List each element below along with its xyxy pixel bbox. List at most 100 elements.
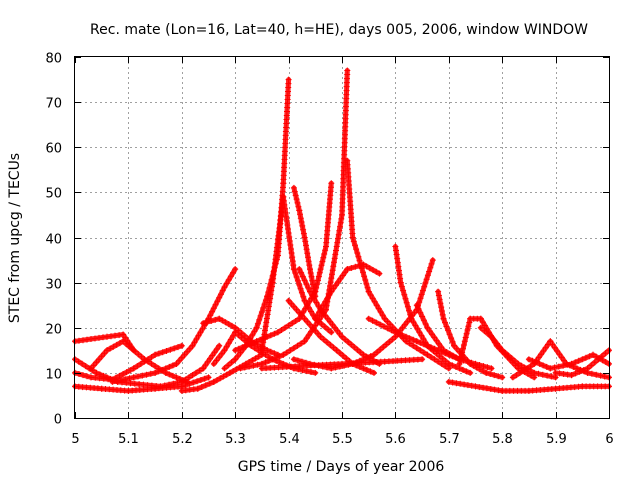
x-tick-label: 5.7 bbox=[439, 432, 460, 447]
data-point bbox=[120, 331, 127, 338]
data-point bbox=[464, 357, 471, 364]
data-point bbox=[296, 315, 303, 322]
data-point bbox=[314, 312, 321, 319]
data-point bbox=[239, 362, 246, 369]
data-point bbox=[561, 357, 567, 364]
data-point bbox=[290, 345, 297, 352]
data-point bbox=[305, 254, 311, 261]
data-point bbox=[379, 312, 386, 319]
data-point bbox=[495, 387, 502, 394]
data-point bbox=[177, 375, 183, 382]
data-point bbox=[263, 319, 270, 326]
data-point bbox=[459, 349, 466, 356]
data-point bbox=[212, 316, 219, 323]
data-point bbox=[406, 307, 412, 314]
data-point bbox=[264, 347, 271, 354]
data-point bbox=[284, 222, 291, 228]
data-point bbox=[109, 378, 116, 385]
data-point bbox=[572, 370, 579, 377]
data-point bbox=[90, 362, 97, 369]
data-layer bbox=[72, 67, 612, 394]
data-point bbox=[298, 312, 305, 319]
data-point bbox=[356, 262, 363, 269]
data-point bbox=[227, 336, 234, 343]
data-point bbox=[302, 238, 309, 245]
data-point bbox=[249, 357, 256, 364]
data-point bbox=[104, 347, 110, 354]
data-point bbox=[315, 273, 322, 280]
data-point bbox=[422, 321, 429, 327]
data-point bbox=[322, 247, 329, 254]
data-point bbox=[540, 362, 547, 369]
x-tick-label: 5.6 bbox=[385, 432, 406, 447]
data-point bbox=[491, 337, 498, 344]
data-point bbox=[352, 242, 358, 249]
data-point bbox=[377, 321, 384, 328]
data-point bbox=[457, 380, 464, 387]
data-point bbox=[564, 361, 571, 368]
data-point bbox=[218, 350, 225, 357]
data-point bbox=[262, 323, 269, 330]
data-point bbox=[329, 267, 336, 274]
data-point bbox=[480, 368, 486, 375]
data-point bbox=[300, 226, 307, 233]
data-point bbox=[334, 239, 341, 246]
data-point bbox=[210, 360, 217, 367]
data-point bbox=[260, 305, 267, 311]
data-point bbox=[257, 312, 264, 319]
data-point bbox=[213, 357, 220, 364]
series-arc-23 bbox=[445, 378, 612, 394]
data-point bbox=[88, 365, 94, 372]
data-point bbox=[132, 348, 139, 355]
data-point bbox=[298, 219, 305, 225]
data-point bbox=[307, 266, 313, 273]
data-point bbox=[540, 348, 547, 354]
data-point bbox=[463, 368, 470, 375]
data-point bbox=[269, 283, 275, 290]
data-point bbox=[214, 298, 221, 305]
y-tick-label: 40 bbox=[45, 233, 62, 248]
data-point bbox=[265, 303, 272, 310]
data-point bbox=[410, 336, 417, 343]
data-point bbox=[309, 292, 316, 299]
data-point bbox=[300, 230, 307, 237]
data-point bbox=[206, 380, 213, 387]
data-point bbox=[246, 359, 253, 365]
data-point bbox=[195, 332, 202, 339]
data-point bbox=[126, 375, 133, 382]
data-point bbox=[533, 359, 539, 366]
data-point bbox=[536, 360, 543, 367]
data-point bbox=[273, 354, 280, 361]
data-point bbox=[178, 342, 185, 349]
data-point bbox=[169, 362, 176, 369]
data-point bbox=[370, 267, 376, 273]
data-point bbox=[135, 351, 142, 358]
data-point bbox=[413, 338, 420, 345]
data-point bbox=[122, 334, 129, 341]
data-point bbox=[186, 345, 193, 352]
data-point bbox=[254, 361, 261, 368]
data-point bbox=[257, 336, 264, 343]
data-point bbox=[464, 327, 471, 333]
data-point bbox=[419, 287, 426, 294]
data-point bbox=[180, 377, 187, 384]
data-point bbox=[116, 340, 123, 347]
data-point bbox=[141, 358, 148, 365]
data-point bbox=[232, 329, 239, 336]
data-point bbox=[362, 277, 369, 283]
data-point bbox=[294, 277, 301, 284]
series-arc-6 bbox=[109, 266, 239, 385]
data-point bbox=[383, 341, 390, 348]
data-point bbox=[148, 360, 155, 367]
data-point bbox=[384, 325, 391, 332]
data-point bbox=[246, 341, 253, 348]
data-point bbox=[216, 342, 223, 349]
data-point bbox=[428, 344, 434, 351]
data-point bbox=[381, 315, 388, 322]
data-point bbox=[301, 277, 308, 284]
data-point bbox=[539, 371, 546, 378]
data-point bbox=[207, 355, 213, 362]
data-point bbox=[173, 360, 180, 367]
data-point bbox=[456, 356, 463, 363]
data-point bbox=[101, 350, 108, 357]
